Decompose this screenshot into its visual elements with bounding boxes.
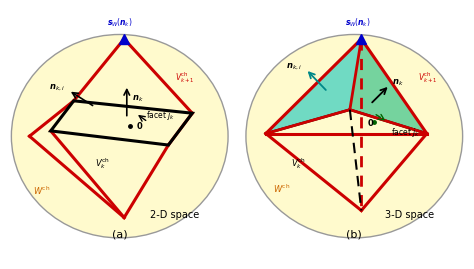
Text: $V_{k+1}^{\rm ch}$: $V_{k+1}^{\rm ch}$ — [418, 70, 438, 85]
Text: $W^{\rm ch}$: $W^{\rm ch}$ — [273, 182, 290, 195]
Text: $\boldsymbol{n}_k$: $\boldsymbol{n}_k$ — [132, 94, 144, 104]
Text: 3-D space: 3-D space — [384, 210, 434, 220]
Text: $\boldsymbol{n}_{k,i}$: $\boldsymbol{n}_{k,i}$ — [286, 62, 302, 72]
Polygon shape — [350, 39, 427, 133]
Text: facet $j_k$: facet $j_k$ — [392, 126, 420, 139]
Text: $V_k^{\rm ch}$: $V_k^{\rm ch}$ — [291, 156, 305, 171]
Text: $V_k^{\rm ch}$: $V_k^{\rm ch}$ — [95, 156, 110, 171]
Text: $\boldsymbol{0}$: $\boldsymbol{0}$ — [136, 120, 143, 131]
Text: 2-D space: 2-D space — [150, 210, 199, 220]
Text: $\boldsymbol{s}_{W\!}(\boldsymbol{n}_k)$: $\boldsymbol{s}_{W\!}(\boldsymbol{n}_k)$ — [345, 17, 371, 29]
Text: $\boldsymbol{0}$: $\boldsymbol{0}$ — [367, 118, 374, 129]
Text: $W^{\rm ch}$: $W^{\rm ch}$ — [33, 185, 50, 197]
Ellipse shape — [246, 34, 463, 238]
Polygon shape — [350, 39, 427, 133]
Ellipse shape — [11, 34, 228, 238]
Text: $\boldsymbol{s}_{W\!}(\boldsymbol{n}_k)$: $\boldsymbol{s}_{W\!}(\boldsymbol{n}_k)$ — [107, 17, 132, 29]
Text: $\boldsymbol{n}_{k,i}$: $\boldsymbol{n}_{k,i}$ — [49, 83, 65, 93]
Text: $\boldsymbol{n}_k$: $\boldsymbol{n}_k$ — [392, 78, 404, 89]
Text: (b): (b) — [346, 229, 362, 239]
Text: (a): (a) — [112, 229, 128, 239]
Text: $V_{k+1}^{\rm ch}$: $V_{k+1}^{\rm ch}$ — [174, 70, 194, 85]
Text: facet $j_k$: facet $j_k$ — [146, 109, 175, 122]
Polygon shape — [266, 39, 361, 133]
